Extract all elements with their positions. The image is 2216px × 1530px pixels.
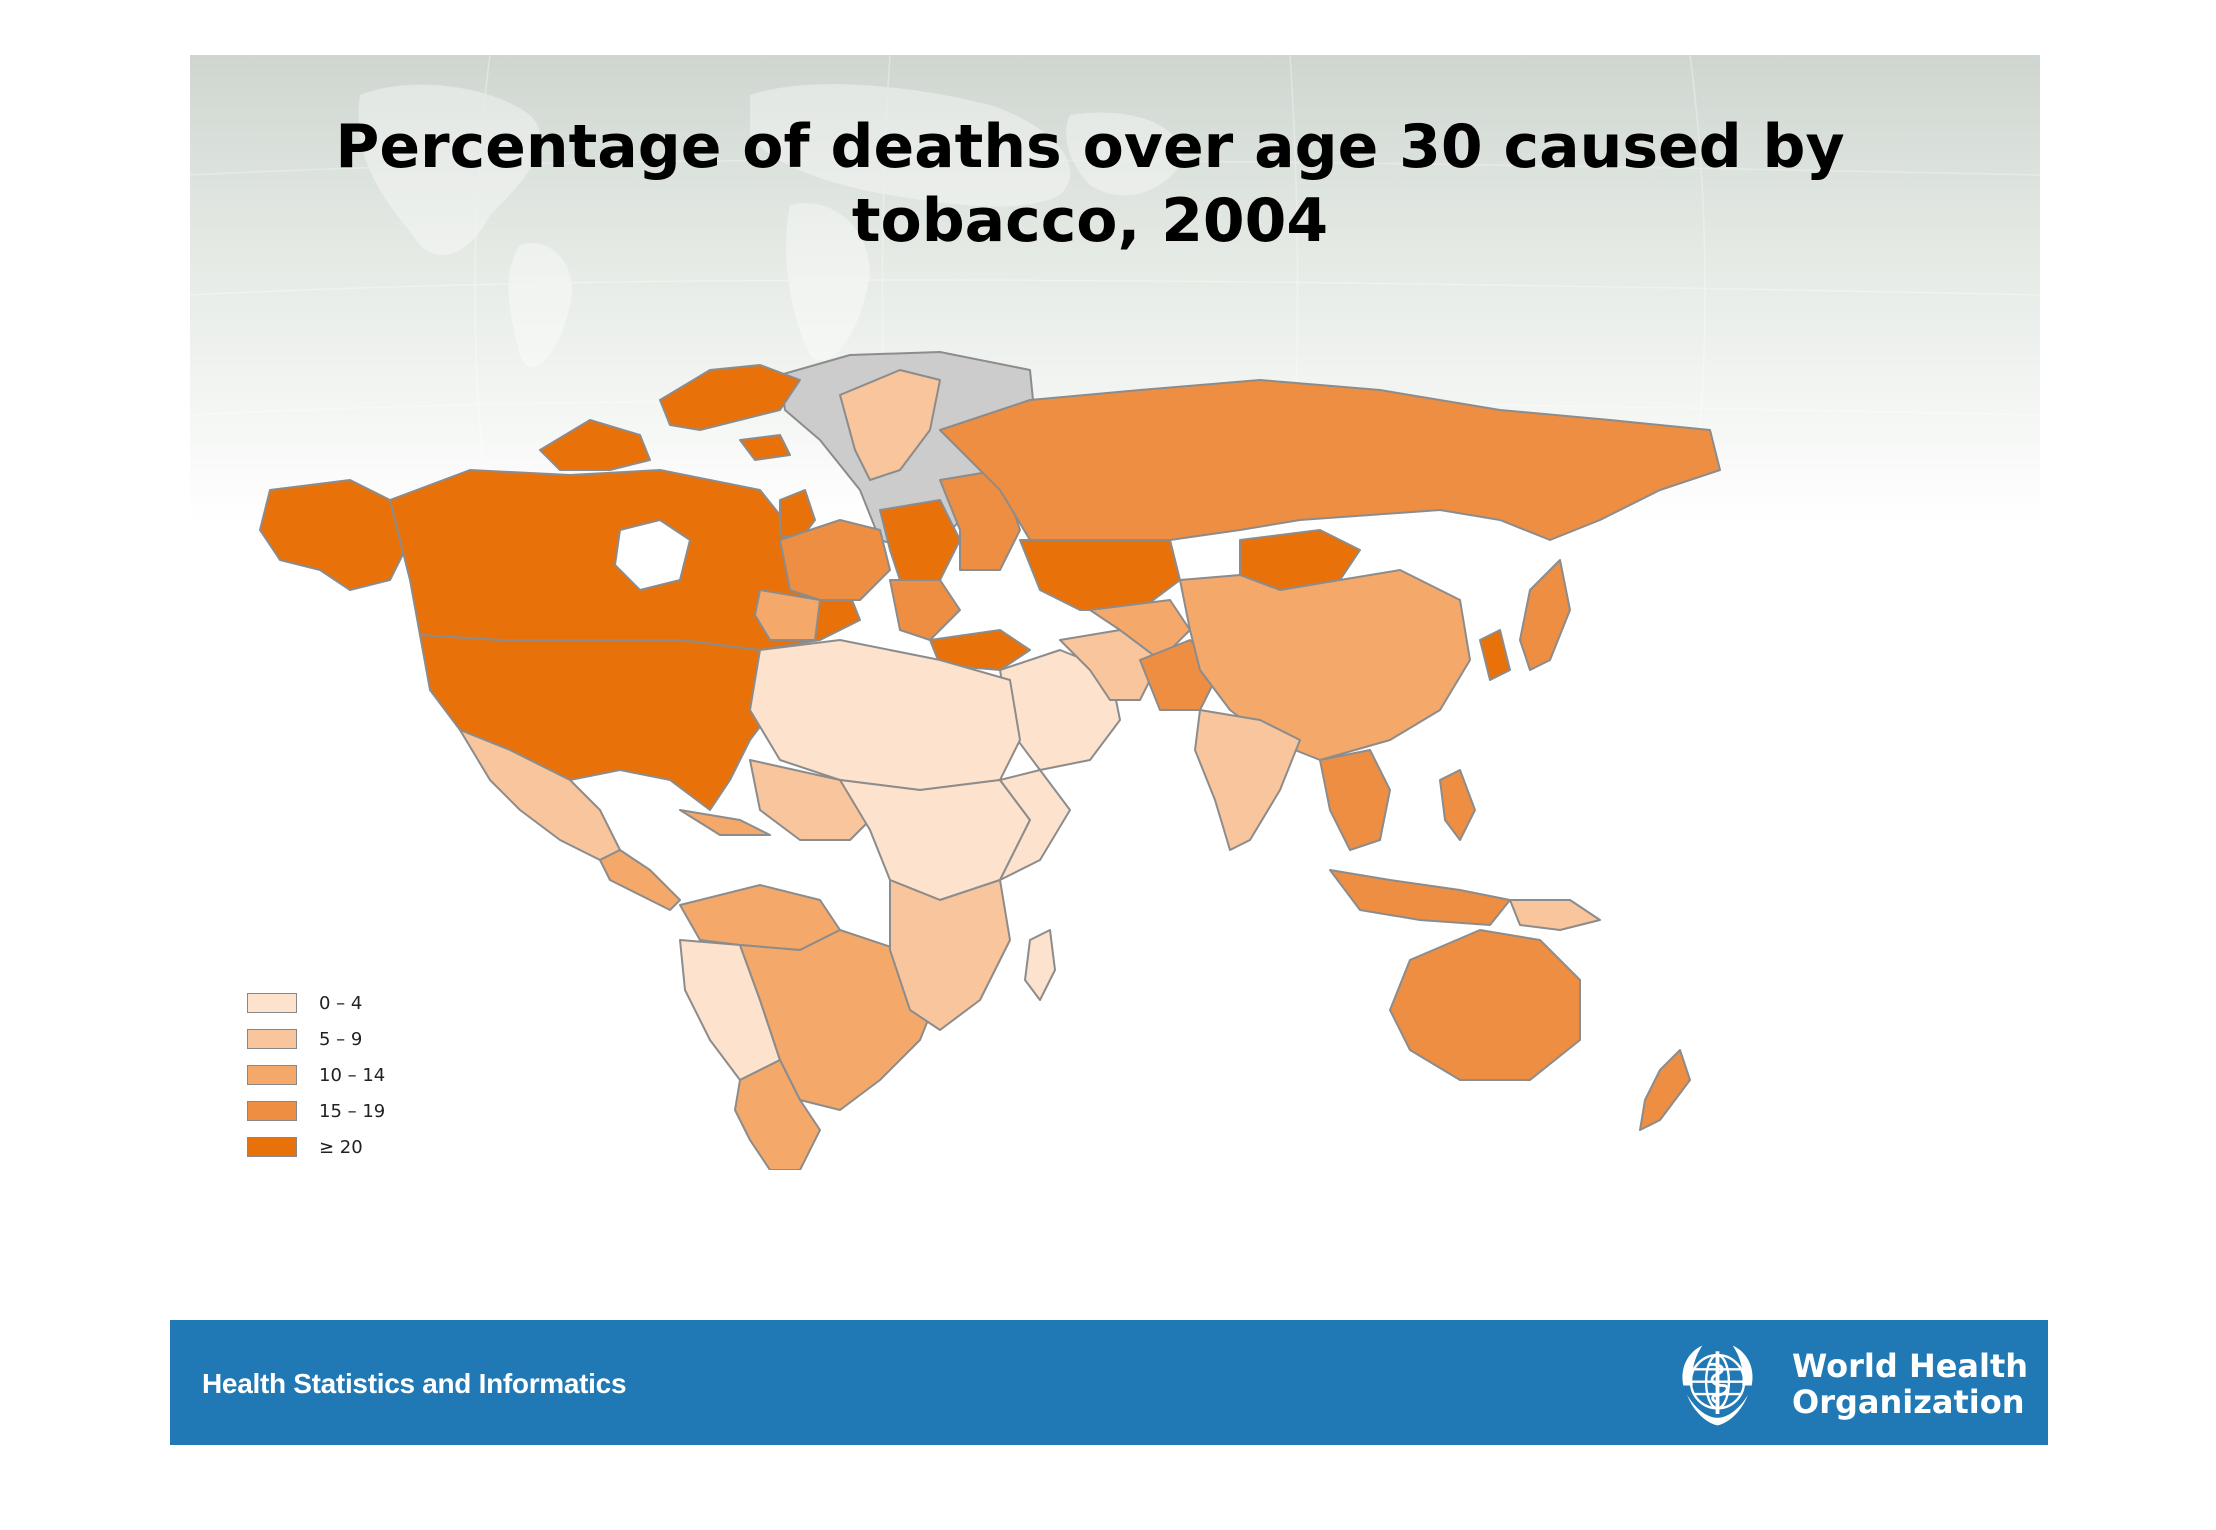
legend-item: 5 – 9 xyxy=(247,1021,385,1057)
region-australia xyxy=(1389,929,1581,1081)
who-emblem-icon xyxy=(1682,1345,1753,1426)
region-argentina-chile xyxy=(734,1059,821,1170)
legend-label: 5 – 9 xyxy=(319,1028,363,1050)
world-choropleth-map xyxy=(259,351,1721,1170)
hudson-bay xyxy=(614,519,691,591)
region-scandinavia xyxy=(839,369,941,481)
legend-swatch xyxy=(247,993,297,1013)
region-central-america xyxy=(599,849,681,911)
page-title: Percentage of deaths over age 30 caused … xyxy=(190,110,1990,258)
map-legend: 0 – 4 5 – 9 10 – 14 15 – 19 ≥ 20 xyxy=(247,985,385,1165)
legend-swatch xyxy=(247,1101,297,1121)
region-new-zealand xyxy=(1639,1049,1691,1131)
who-name-line-2: Organization xyxy=(1792,1383,2025,1421)
region-iberia xyxy=(754,589,821,641)
region-southern-africa xyxy=(889,879,1011,1031)
region-brazil xyxy=(739,929,941,1111)
who-name: World Health Organization xyxy=(1792,1348,2028,1420)
region-caribbean xyxy=(679,809,771,836)
region-madagascar xyxy=(1024,929,1056,1001)
region-central-africa xyxy=(839,779,1031,901)
title-line-1: Percentage of deaths over age 30 caused … xyxy=(335,112,1845,182)
region-southeast-asia xyxy=(1319,749,1391,851)
region-alaska xyxy=(259,479,411,591)
region-japan xyxy=(1519,559,1571,671)
region-usa xyxy=(419,634,801,811)
legend-label: 0 – 4 xyxy=(319,992,363,1014)
region-canada-arctic-islands xyxy=(659,364,801,431)
legend-label: 10 – 14 xyxy=(319,1064,386,1086)
legend-item: 0 – 4 xyxy=(247,985,385,1021)
region-east-africa xyxy=(999,769,1071,881)
legend-item: 15 – 19 xyxy=(247,1093,385,1129)
legend-swatch xyxy=(247,1029,297,1049)
region-china xyxy=(1179,569,1471,761)
title-line-2: tobacco, 2004 xyxy=(851,186,1329,256)
footer-department-text: Health Statistics and Informatics xyxy=(202,1368,627,1399)
region-new-guinea xyxy=(1509,899,1601,931)
region-canada-arctic-islands-2 xyxy=(539,419,651,471)
region-philippines xyxy=(1439,769,1476,841)
footer-bar: Health Statistics and Informatics World … xyxy=(170,1320,2048,1445)
region-russia xyxy=(939,379,1721,541)
legend-swatch xyxy=(247,1065,297,1085)
legend-label: ≥ 20 xyxy=(319,1136,363,1158)
region-india xyxy=(1194,709,1301,851)
region-korea xyxy=(1479,629,1511,681)
region-iceland xyxy=(739,434,791,461)
who-name-line-1: World Health xyxy=(1792,1347,2029,1385)
legend-item: ≥ 20 xyxy=(247,1129,385,1165)
legend-item: 10 – 14 xyxy=(247,1057,385,1093)
region-balkans xyxy=(889,579,961,641)
region-western-europe xyxy=(779,519,891,601)
legend-label: 15 – 19 xyxy=(319,1100,386,1122)
region-colombia-venezuela xyxy=(679,884,841,951)
region-indonesia xyxy=(1329,869,1511,926)
region-kazakhstan xyxy=(1019,539,1181,611)
legend-swatch xyxy=(247,1137,297,1157)
